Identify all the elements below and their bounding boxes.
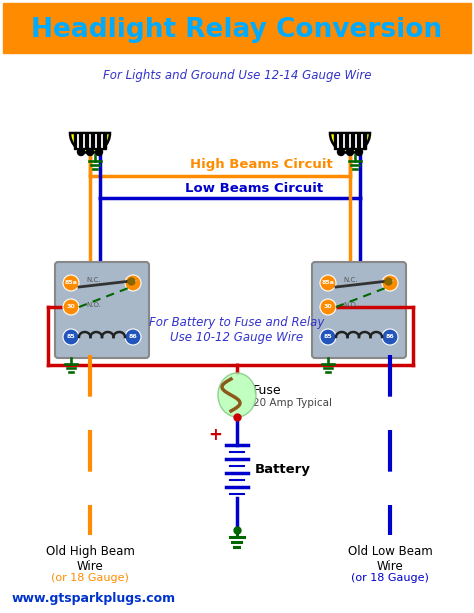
FancyBboxPatch shape	[312, 262, 406, 358]
Text: Old Low Beam: Old Low Beam	[347, 545, 432, 558]
Text: (or 18 Gauge): (or 18 Gauge)	[351, 573, 429, 583]
FancyBboxPatch shape	[3, 3, 471, 53]
Text: (or 18 Gauge): (or 18 Gauge)	[51, 573, 129, 583]
Circle shape	[346, 148, 354, 156]
Circle shape	[95, 148, 102, 156]
Circle shape	[337, 148, 345, 156]
Text: Low Beams Circuit: Low Beams Circuit	[185, 182, 323, 195]
Text: 86: 86	[386, 335, 394, 340]
Text: Headlight Relay Conversion: Headlight Relay Conversion	[31, 17, 443, 43]
Circle shape	[320, 329, 336, 345]
Text: High Beams Circuit: High Beams Circuit	[190, 158, 333, 171]
FancyBboxPatch shape	[74, 133, 106, 149]
Text: For Lights and Ground Use 12-14 Gauge Wire: For Lights and Ground Use 12-14 Gauge Wi…	[103, 69, 371, 83]
Text: For Battery to Fuse and Relay
Use 10-12 Gauge Wire: For Battery to Fuse and Relay Use 10-12 …	[149, 316, 325, 344]
Text: 85: 85	[67, 335, 75, 340]
Circle shape	[78, 148, 84, 156]
Circle shape	[125, 275, 141, 291]
Text: N.C.: N.C.	[86, 277, 100, 283]
Ellipse shape	[218, 373, 256, 417]
Text: 87: 87	[128, 281, 137, 286]
FancyBboxPatch shape	[55, 262, 149, 358]
Text: 20 Amp Typical: 20 Amp Typical	[253, 398, 332, 408]
Circle shape	[320, 299, 336, 315]
Text: 85a: 85a	[321, 281, 335, 286]
Text: +: +	[208, 426, 222, 444]
FancyBboxPatch shape	[334, 133, 366, 149]
Text: 86: 86	[128, 335, 137, 340]
Circle shape	[86, 148, 93, 156]
Text: Wire: Wire	[77, 560, 103, 573]
Wedge shape	[70, 133, 110, 153]
Text: 85: 85	[324, 335, 332, 340]
Circle shape	[63, 299, 79, 315]
Text: N.O.: N.O.	[343, 302, 358, 308]
Text: 30: 30	[67, 305, 75, 310]
Text: 87: 87	[386, 281, 394, 286]
Text: Battery: Battery	[255, 463, 311, 476]
Text: Fuse: Fuse	[253, 384, 282, 397]
Text: Old High Beam: Old High Beam	[46, 545, 135, 558]
Text: 30: 30	[324, 305, 332, 310]
Circle shape	[320, 275, 336, 291]
Text: Wire: Wire	[377, 560, 403, 573]
Text: 85a: 85a	[64, 281, 77, 286]
Circle shape	[125, 329, 141, 345]
Circle shape	[382, 329, 398, 345]
Text: N.O.: N.O.	[86, 302, 101, 308]
Circle shape	[382, 275, 398, 291]
Wedge shape	[330, 133, 370, 153]
Text: N.C.: N.C.	[343, 277, 357, 283]
Circle shape	[63, 275, 79, 291]
Circle shape	[63, 329, 79, 345]
Circle shape	[356, 148, 363, 156]
Text: www.gtsparkplugs.com: www.gtsparkplugs.com	[12, 592, 176, 605]
